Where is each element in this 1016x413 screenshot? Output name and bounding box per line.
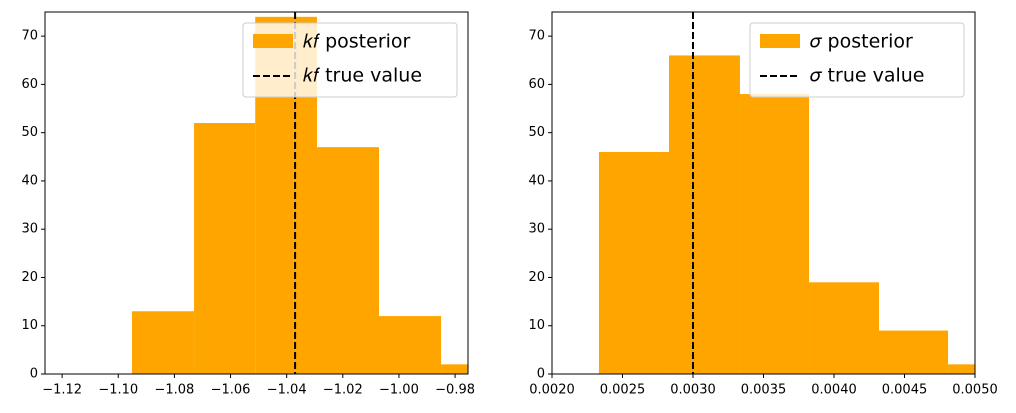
y-tick-label: 40 <box>21 173 38 188</box>
x-tick-label: 0.0025 <box>600 383 646 398</box>
x-tick-label: −0.98 <box>435 383 475 398</box>
y-tick-label: 10 <box>21 318 38 333</box>
bar <box>948 364 975 374</box>
y-tick-label: 60 <box>21 77 38 92</box>
y-tick-label: 30 <box>528 222 545 237</box>
bar <box>132 311 195 374</box>
y-tick-label: 0 <box>537 367 545 382</box>
x-tick-label: 0.0050 <box>952 383 998 398</box>
x-tick-label: 0.0020 <box>529 383 575 398</box>
y-tick-label: 60 <box>528 77 545 92</box>
y-tick-label: 20 <box>21 270 38 285</box>
y-tick-label: 70 <box>528 29 545 44</box>
y-tick-label: 10 <box>528 318 545 333</box>
bar <box>194 123 256 374</box>
y-tick-label: 50 <box>21 125 38 140</box>
legend-box <box>749 22 965 98</box>
x-tick-label: 0.0045 <box>882 383 928 398</box>
bar <box>441 364 468 374</box>
legend-label: 𝑘𝑓 posterior <box>303 31 411 53</box>
x-tick-label: −1.10 <box>98 383 138 398</box>
y-tick-label: 70 <box>21 29 38 44</box>
legend-label: 𝑘𝑓 true value <box>303 65 422 87</box>
bar <box>379 316 442 374</box>
y-tick-label: 40 <box>528 173 545 188</box>
x-tick-label: −1.04 <box>267 383 307 398</box>
bar <box>739 94 810 374</box>
x-tick-label: −1.02 <box>323 383 363 398</box>
y-tick-label: 20 <box>528 270 545 285</box>
legend-swatch <box>760 34 800 48</box>
bar <box>809 282 879 374</box>
legend-label: 𝜎 posterior <box>810 31 913 53</box>
plot-area <box>598 12 975 374</box>
legend-swatch <box>253 34 293 48</box>
bar <box>878 330 949 374</box>
y-tick-label: 0 <box>30 367 38 382</box>
x-tick-label: −1.00 <box>379 383 419 398</box>
bar <box>598 151 670 374</box>
y-tick-label: 50 <box>528 125 545 140</box>
x-tick-label: 0.0035 <box>741 383 787 398</box>
panel: 0 10 20 30 40 50 60 70 −1.12 −1.10 −1.08 −1.06 −1.04… <box>21 11 475 398</box>
x-tick-label: 0.0040 <box>811 383 857 398</box>
panel: 0 10 20 30 40 50 60 70 0.0020 0.0025 0.0030 0.0035 0… <box>528 11 998 398</box>
legend-label: 𝜎 true value <box>810 65 924 87</box>
x-tick-label: 0.0030 <box>670 383 716 398</box>
bar <box>669 55 740 374</box>
legend-box <box>242 22 458 98</box>
x-tick-label: −1.12 <box>42 383 82 398</box>
y-tick-label: 30 <box>21 222 38 237</box>
x-tick-label: −1.06 <box>211 383 251 398</box>
x-tick-label: −1.08 <box>154 383 194 398</box>
bar <box>316 147 380 374</box>
plot-area <box>132 12 468 374</box>
axes-frame <box>44 11 469 375</box>
